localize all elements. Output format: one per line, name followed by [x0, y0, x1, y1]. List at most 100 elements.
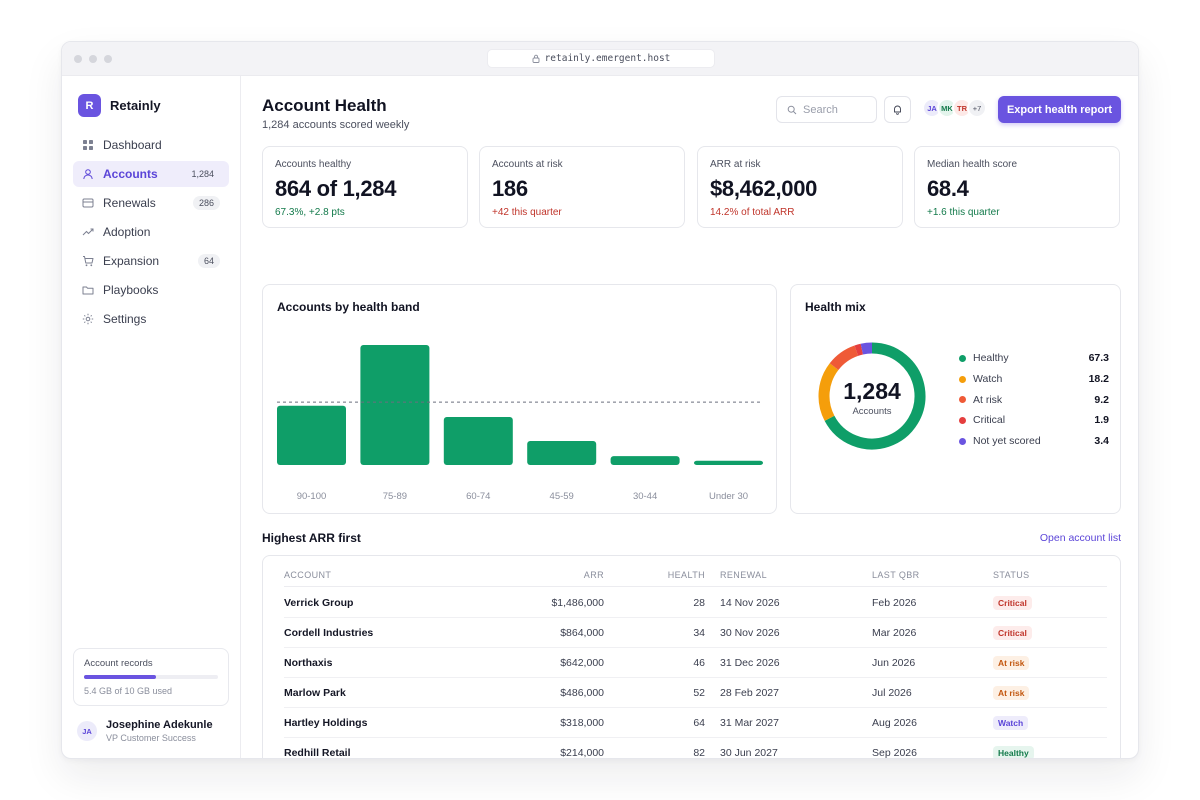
kpi-label: Median health score	[927, 159, 1018, 170]
brand[interactable]: R Retainly	[78, 94, 161, 117]
arr-value: $864,000	[560, 626, 604, 639]
kpi-value: 864 of 1,284	[275, 176, 397, 201]
lock-icon	[532, 54, 540, 63]
legend-swatch	[959, 396, 966, 404]
table-row[interactable]: Redhill Retail $214,000 82 30 Jun 2027 Sep 2…	[284, 738, 1107, 759]
renewal-date: 30 Jun 2027	[720, 747, 778, 759]
address-bar[interactable]: retainly.emergent.host	[487, 49, 715, 68]
status-cell: Healthy	[993, 738, 1103, 758]
kpi-value: 186	[492, 176, 528, 201]
status-badge: At risk	[993, 685, 1030, 700]
window-close-dot[interactable]	[74, 55, 82, 63]
search-icon	[787, 105, 797, 114]
team-avatars[interactable]: JA MK TR +7	[922, 98, 987, 120]
count-badge: 286	[192, 196, 220, 210]
donut-slice-watch[interactable]	[818, 363, 839, 421]
user-role: VP Customer Success	[106, 733, 196, 743]
bar-under-30[interactable]	[694, 460, 763, 465]
storage-title: Account records	[84, 658, 153, 669]
kpi-card: Median health score 68.4 +1.6 this quarter	[914, 146, 1120, 228]
sidebar-item-renewals[interactable]: Renewals 286	[73, 190, 229, 216]
gear-icon	[82, 313, 94, 325]
user-profile[interactable]: JA Josephine Adekunle VP Customer Succes…	[77, 719, 213, 743]
bar-60-74[interactable]	[443, 417, 513, 465]
sidebar-item-accounts[interactable]: Accounts 1,284	[73, 161, 229, 187]
sidebar-item-label: Renewals	[103, 196, 156, 210]
column-header-account[interactable]: ACCOUNT	[284, 570, 332, 580]
search-box[interactable]	[776, 96, 877, 123]
kpi-card: ARR at risk $8,462,000 14.2% of total ARR	[697, 146, 903, 228]
accounts-table: ACCOUNT ARR HEALTH RENEWAL LAST QBR STAT…	[262, 555, 1121, 759]
window-minimize-dot[interactable]	[89, 55, 97, 63]
account-name[interactable]: Redhill Retail	[284, 747, 351, 759]
legend-item[interactable]: Watch 18.2	[959, 369, 1109, 390]
sidebar-item-dashboard[interactable]: Dashboard	[73, 132, 229, 158]
arr-value: $642,000	[560, 656, 604, 669]
column-header-renewal[interactable]: RENEWAL	[720, 570, 767, 580]
table-header: ACCOUNT ARR HEALTH RENEWAL LAST QBR STAT…	[284, 570, 1107, 587]
table-row[interactable]: Cordell Industries $864,000 34 30 Nov 2026 M…	[284, 618, 1107, 648]
card-icon	[82, 197, 94, 209]
sidebar-nav: Dashboard Accounts 1,284 Renewals 286 Adoptio…	[73, 132, 229, 335]
donut-slice-critical[interactable]	[854, 343, 864, 356]
table-row[interactable]: Verrick Group $1,486,000 28 14 Nov 2026 Feb …	[284, 588, 1107, 618]
donut-slice-not-yet-scored[interactable]	[860, 342, 873, 355]
status-cell: Critical	[993, 618, 1103, 647]
account-name[interactable]: Hartley Holdings	[284, 716, 368, 729]
chart-title: Health mix	[805, 300, 866, 314]
storage-progress-fill	[84, 675, 157, 679]
grid-icon	[82, 139, 94, 151]
column-header-health[interactable]: HEALTH	[667, 570, 705, 580]
bar-30-44[interactable]	[610, 456, 680, 465]
search-input[interactable]	[803, 103, 873, 116]
x-tick-label: Under 30	[709, 491, 748, 502]
sidebar-item-settings[interactable]: Settings	[73, 306, 229, 332]
trend-icon	[82, 226, 94, 238]
bar-75-89[interactable]	[360, 345, 430, 465]
donut-slice-at-risk[interactable]	[829, 345, 859, 371]
legend-swatch	[959, 354, 966, 362]
renewal-date: 31 Mar 2027	[720, 716, 779, 729]
table-row[interactable]: Marlow Park $486,000 52 28 Feb 2027 Jul 2026…	[284, 678, 1107, 708]
legend-item[interactable]: Healthy 67.3	[959, 348, 1109, 369]
account-name[interactable]: Cordell Industries	[284, 626, 374, 639]
column-header-status[interactable]: STATUS	[993, 570, 1030, 580]
health-band-bar-chart: 90-100 75-89 60-74 45-59 30-44 Under 30	[277, 345, 763, 502]
export-health-report-button[interactable]: Export health report	[998, 96, 1121, 123]
last-qbr: Feb 2026	[872, 596, 917, 609]
browser-titlebar: retainly.emergent.host	[62, 42, 1138, 76]
account-name[interactable]: Northaxis	[284, 656, 333, 669]
legend-item[interactable]: Not yet scored 3.4	[959, 431, 1109, 452]
column-header-last-qbr[interactable]: LAST QBR	[872, 570, 920, 580]
bar-90-100[interactable]	[277, 405, 346, 465]
sidebar-item-expansion[interactable]: Expansion 64	[73, 248, 229, 274]
url-text: retainly.emergent.host	[544, 53, 671, 64]
status-badge: At risk	[993, 655, 1030, 670]
column-header-arr[interactable]: ARR	[583, 570, 604, 580]
account-name[interactable]: Verrick Group	[284, 596, 354, 609]
notifications-button[interactable]	[884, 96, 911, 123]
sidebar-item-adoption[interactable]: Adoption	[73, 219, 229, 245]
storage-text: 5.4 GB of 10 GB used	[84, 686, 173, 696]
storage-card: Account records 5.4 GB of 10 GB used	[73, 648, 229, 706]
table-row[interactable]: Hartley Holdings $318,000 64 31 Mar 2027 Aug…	[284, 708, 1107, 738]
arr-value: $1,486,000	[551, 596, 604, 609]
renewal-date: 14 Nov 2026	[720, 596, 780, 609]
donut-slice-healthy[interactable]	[824, 342, 926, 450]
sidebar-item-playbooks[interactable]: Playbooks	[73, 277, 229, 303]
legend-item[interactable]: At risk 9.2	[959, 389, 1109, 410]
open-account-list-link[interactable]: Open account list	[1039, 532, 1121, 544]
kpi-value: 68.4	[927, 176, 969, 201]
x-tick-label: 75-89	[383, 491, 407, 502]
table-row[interactable]: Northaxis $642,000 46 31 Dec 2026 Jun 2026 At…	[284, 648, 1107, 678]
kpi-delta: 67.3%, +2.8 pts	[275, 207, 345, 218]
health-score: 52	[693, 686, 705, 699]
window-maximize-dot[interactable]	[104, 55, 112, 63]
last-qbr: Jul 2026	[872, 686, 912, 699]
legend-value: 3.4	[1094, 435, 1109, 448]
bar-45-59[interactable]	[527, 441, 597, 465]
account-name[interactable]: Marlow Park	[284, 686, 346, 699]
x-tick-label: 60-74	[466, 491, 490, 502]
more-avatars-badge[interactable]: +7	[967, 98, 987, 118]
legend-item[interactable]: Critical 1.9	[959, 410, 1109, 431]
